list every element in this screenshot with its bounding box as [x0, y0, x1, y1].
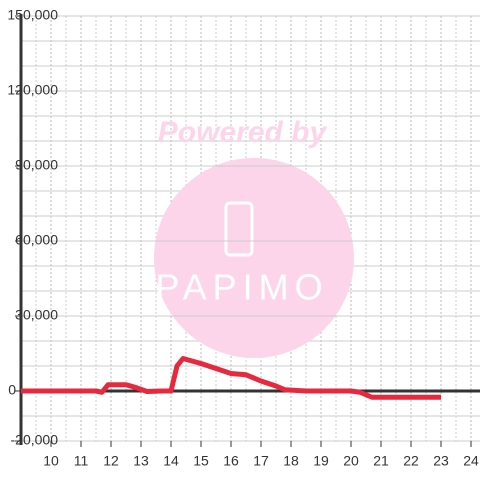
x-tick-label: 20 [343, 453, 359, 469]
x-tick-label: 14 [163, 453, 179, 469]
x-tick-label: 23 [433, 453, 449, 469]
x-tick-label: 17 [253, 453, 269, 469]
watermark-phone [224, 201, 254, 257]
x-tick-label: 13 [133, 453, 149, 469]
watermark-top: Powered by [158, 116, 328, 149]
x-tick-label: 22 [403, 453, 419, 469]
x-tick-label: 10 [43, 453, 59, 469]
y-tick-label: 90,000 [15, 157, 58, 173]
watermark-circle [154, 158, 354, 358]
x-tick-label: 21 [373, 453, 389, 469]
watermark-bottom: PAPIMO [155, 267, 328, 308]
x-tick-label: 11 [74, 453, 89, 469]
x-tick-label: 15 [193, 453, 209, 469]
data-line [21, 356, 441, 400]
x-tick-label: 18 [283, 453, 299, 469]
y-tick-label: 60,000 [15, 232, 58, 248]
watermark: Powered by PAPIMO [154, 116, 354, 358]
y-tick-label: 30,000 [15, 307, 58, 323]
y-tick-label: 120,000 [7, 82, 58, 98]
x-tick-label: 16 [223, 453, 239, 469]
x-tick-label: 12 [103, 453, 119, 469]
y-tick-label: 150,000 [7, 7, 58, 23]
y-tick-label: 0 [8, 382, 16, 398]
x-tick-label: 19 [313, 453, 329, 469]
x-tick-label: 24 [463, 453, 479, 469]
